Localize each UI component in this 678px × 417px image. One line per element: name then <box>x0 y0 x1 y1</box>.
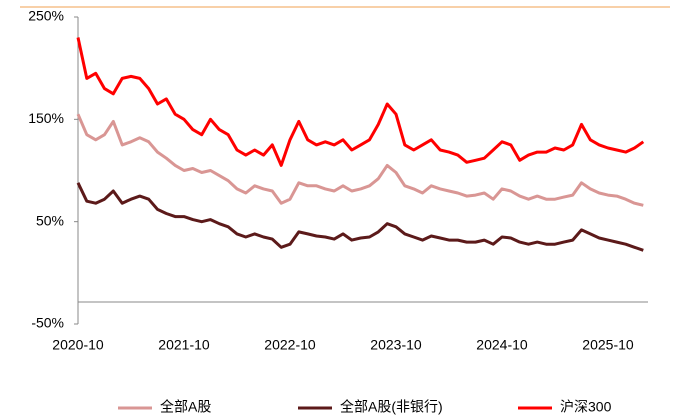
line-series <box>76 113 644 207</box>
line-series <box>76 182 644 252</box>
x-tick-label: 2024-10 <box>476 337 528 353</box>
legend-label: 全部A股 <box>160 399 211 415</box>
y-tick-label: 150% <box>28 110 64 126</box>
y-tick-label: -50% <box>31 315 64 331</box>
x-tick-label: 2021-10 <box>158 337 210 353</box>
y-tick-label: 50% <box>36 212 64 228</box>
y-tick-label: 250% <box>28 8 64 24</box>
legend-label: 全部A股(非银行) <box>340 399 443 415</box>
x-tick-label: 2020-10 <box>52 337 104 353</box>
x-tick-label: 2023-10 <box>370 337 422 353</box>
legend-label: 沪深300 <box>560 399 612 415</box>
line-series <box>76 37 645 167</box>
x-tick-label: 2022-10 <box>264 337 316 353</box>
x-tick-label: 2025-10 <box>582 337 634 353</box>
